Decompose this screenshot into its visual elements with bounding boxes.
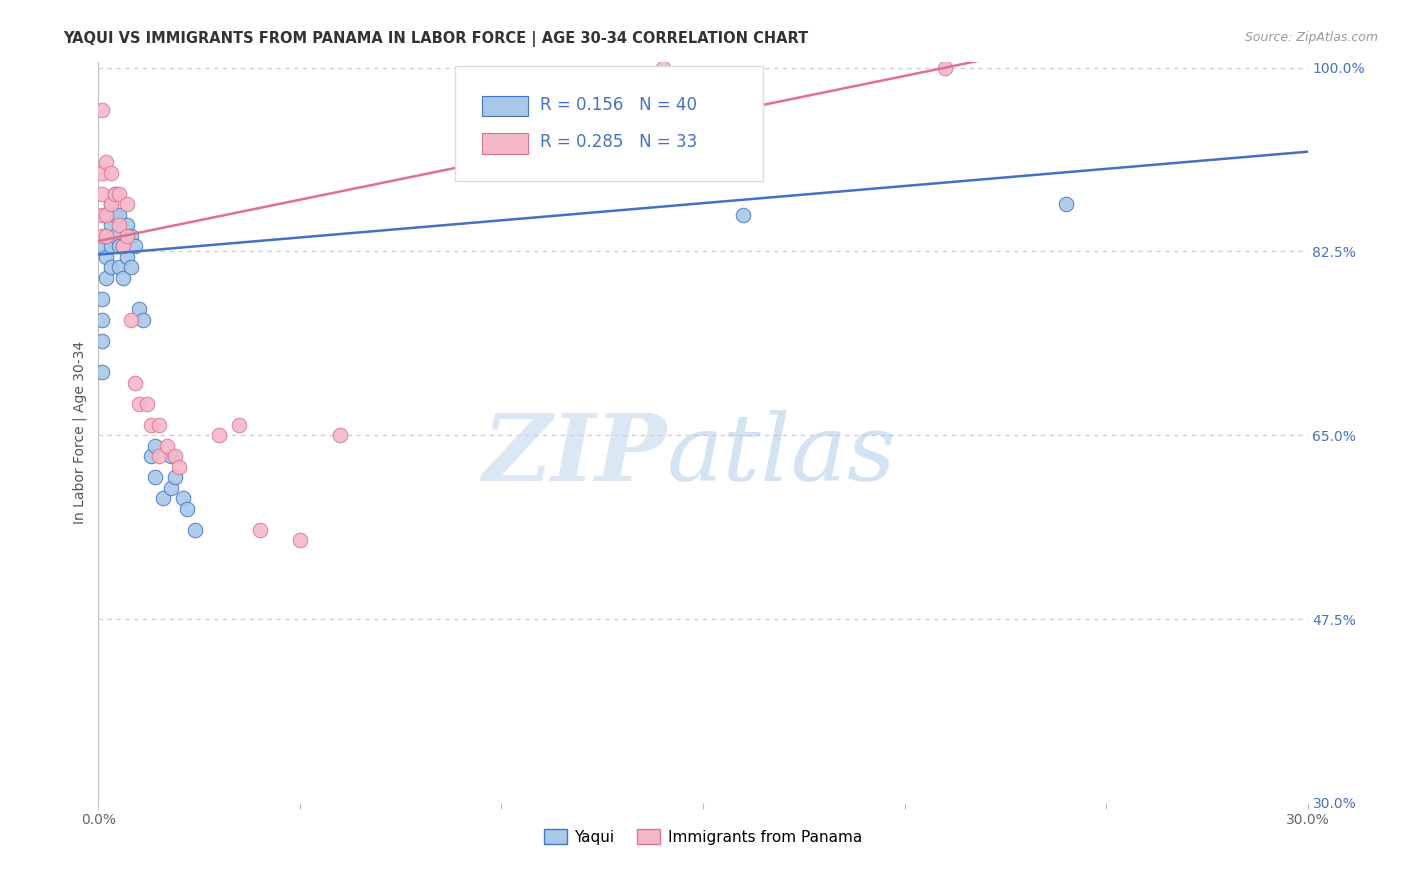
Point <box>96 208 118 222</box>
Point <box>124 239 146 253</box>
Point <box>96 228 118 243</box>
Point <box>91 166 114 180</box>
Point <box>143 470 166 484</box>
Point <box>107 186 129 201</box>
Point <box>100 239 122 253</box>
Point <box>100 166 122 180</box>
Point <box>120 228 142 243</box>
Point <box>176 501 198 516</box>
Text: YAQUI VS IMMIGRANTS FROM PANAMA IN LABOR FORCE | AGE 30-34 CORRELATION CHART: YAQUI VS IMMIGRANTS FROM PANAMA IN LABOR… <box>63 31 808 47</box>
Text: atlas: atlas <box>666 409 896 500</box>
Point <box>160 449 183 463</box>
FancyBboxPatch shape <box>482 133 527 153</box>
Point <box>135 397 157 411</box>
Point <box>120 260 142 275</box>
Point <box>100 197 122 211</box>
Point <box>184 523 207 537</box>
Y-axis label: In Labor Force | Age 30-34: In Labor Force | Age 30-34 <box>73 341 87 524</box>
Point <box>208 428 231 442</box>
Text: R = 0.285   N = 33: R = 0.285 N = 33 <box>540 134 697 152</box>
Point <box>91 334 114 348</box>
Point <box>152 491 174 506</box>
Point <box>156 439 179 453</box>
Point <box>288 533 311 548</box>
Point <box>128 397 150 411</box>
Point <box>115 250 138 264</box>
Point <box>96 155 118 169</box>
Point <box>111 239 134 253</box>
Point <box>172 491 194 506</box>
Point <box>120 312 142 326</box>
Point <box>115 218 138 232</box>
Point <box>139 449 162 463</box>
Point <box>124 376 146 390</box>
Point <box>107 208 129 222</box>
Point <box>163 470 186 484</box>
Point <box>96 250 118 264</box>
Point <box>103 208 125 222</box>
Point <box>132 312 155 326</box>
Point <box>1054 197 1077 211</box>
Point <box>148 449 170 463</box>
Point <box>107 260 129 275</box>
Point <box>103 228 125 243</box>
Point <box>91 239 114 253</box>
Text: Source: ZipAtlas.com: Source: ZipAtlas.com <box>1244 31 1378 45</box>
Point <box>107 218 129 232</box>
Point <box>651 61 673 75</box>
Point <box>115 197 138 211</box>
Point <box>163 449 186 463</box>
FancyBboxPatch shape <box>482 95 527 117</box>
Point <box>934 61 956 75</box>
Point <box>91 228 114 243</box>
Point <box>228 417 250 432</box>
Point <box>91 186 114 201</box>
Point <box>96 208 118 222</box>
Point <box>249 523 271 537</box>
Point <box>167 459 190 474</box>
Point <box>733 208 755 222</box>
Point <box>143 439 166 453</box>
Text: ZIP: ZIP <box>482 409 666 500</box>
Point <box>160 481 183 495</box>
Point <box>103 186 125 201</box>
Point <box>91 312 114 326</box>
Point <box>111 270 134 285</box>
Point <box>107 239 129 253</box>
Point <box>96 228 118 243</box>
Point <box>91 208 114 222</box>
Point <box>91 292 114 306</box>
Point <box>96 270 118 285</box>
Legend: Yaqui, Immigrants from Panama: Yaqui, Immigrants from Panama <box>537 822 869 851</box>
Point <box>100 260 122 275</box>
Text: R = 0.156   N = 40: R = 0.156 N = 40 <box>540 96 697 114</box>
Point <box>103 186 125 201</box>
Point <box>100 197 122 211</box>
Point <box>91 365 114 379</box>
Point <box>148 417 170 432</box>
Point <box>115 228 138 243</box>
Point <box>111 239 134 253</box>
Point <box>91 103 114 117</box>
FancyBboxPatch shape <box>456 66 763 181</box>
Point <box>100 218 122 232</box>
Point <box>139 417 162 432</box>
Point <box>128 302 150 317</box>
Point <box>329 428 352 442</box>
